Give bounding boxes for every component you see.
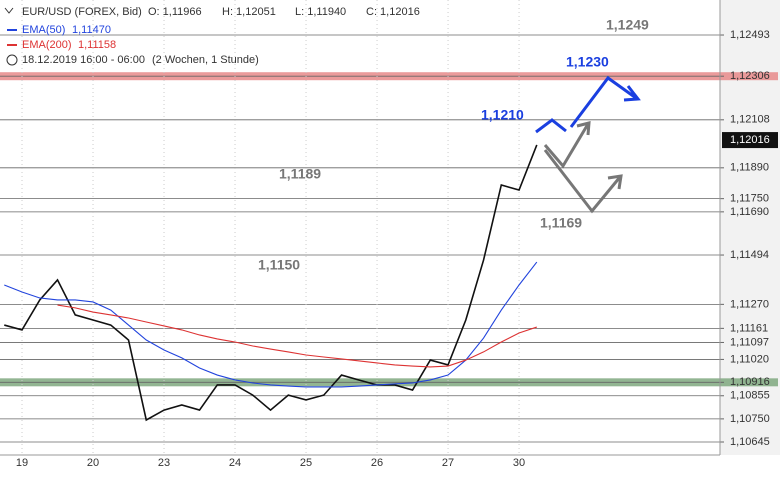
- y-tick-label: 1,11494: [730, 249, 769, 261]
- annotation: 1,1210: [481, 107, 524, 123]
- series-line: [4, 261, 538, 388]
- legend-swatch: [7, 44, 17, 46]
- high: H: 1,12051: [222, 6, 276, 18]
- legend-name: EMA(200): [22, 39, 72, 51]
- period: 18.12.2019 16:00 - 06:00: [22, 54, 145, 66]
- y-tick-label: 1,12493: [730, 29, 770, 41]
- x-tick-label: 24: [229, 457, 241, 469]
- last-price-label: 1,12016: [730, 134, 770, 146]
- y-tick-label: 1,11750: [730, 193, 769, 205]
- legend-name: EMA(50): [22, 24, 65, 36]
- y-tick-label: 1,10750: [730, 413, 770, 425]
- gray-arrow: [543, 121, 591, 169]
- drawings: 1,1249 1,1230 1,1210 1,1189 1,1169 1,115…: [258, 17, 649, 273]
- series-line: [57, 304, 537, 368]
- clock-icon: [6, 54, 18, 66]
- x-tick-label: 26: [371, 457, 383, 469]
- x-tick-label: 23: [158, 457, 170, 469]
- series-line: [4, 144, 538, 422]
- y-tick-label: 1,12306: [730, 70, 770, 82]
- marks: 1,12016: [4, 132, 778, 422]
- x-tick-label: 30: [513, 457, 525, 469]
- x-tick-label: 27: [442, 457, 454, 469]
- x-tick-label: 20: [87, 457, 99, 469]
- annotation: 1,1189: [279, 166, 321, 182]
- y-tick-label: 1,11161: [730, 322, 768, 334]
- close: C: 1,12016: [366, 6, 420, 18]
- y-tick-label: 1,10645: [730, 436, 770, 448]
- open: O: 1,11966: [148, 6, 202, 18]
- y-tick-label: 1,10855: [730, 390, 770, 402]
- y-tick-label: 1,11270: [730, 298, 769, 310]
- blue-arrow: [535, 118, 567, 134]
- annotation: 1,1169: [540, 215, 582, 231]
- y-tick-label: 1,11890: [730, 162, 769, 174]
- annotation: 1,1150: [258, 257, 300, 273]
- y-tick-label: 1,10916: [730, 376, 770, 388]
- caret: [4, 7, 14, 14]
- legend-value: 1,11158: [78, 39, 116, 51]
- annotation: 1,1249: [606, 17, 649, 33]
- y-tick-label: 1,12108: [730, 114, 770, 126]
- legend-swatch: [7, 29, 17, 31]
- legend-value: 1,11470: [72, 24, 111, 36]
- low: L: 1,11940: [295, 6, 346, 18]
- period-note: (2 Wochen, 1 Stunde): [152, 54, 259, 66]
- symbol: EUR/USD (FOREX, Bid): [22, 6, 142, 18]
- y-tick-label: 1,11020: [730, 353, 769, 365]
- gray-arrow: [543, 149, 623, 214]
- grid: 1,124931,123061,121081,118901,117501,116…: [0, 0, 778, 469]
- last-price-box: [722, 132, 778, 149]
- x-tick-label: 25: [300, 457, 312, 469]
- header: EUR/USD (FOREX, Bid) O: 1,11966 H: 1,120…: [4, 6, 420, 66]
- annotation: 1,1230: [566, 54, 609, 70]
- x-tick-label: 19: [16, 457, 28, 469]
- y-tick-label: 1,11690: [730, 206, 769, 218]
- y-tick-label: 1,11097: [730, 336, 769, 348]
- blue-arrow: [569, 75, 641, 128]
